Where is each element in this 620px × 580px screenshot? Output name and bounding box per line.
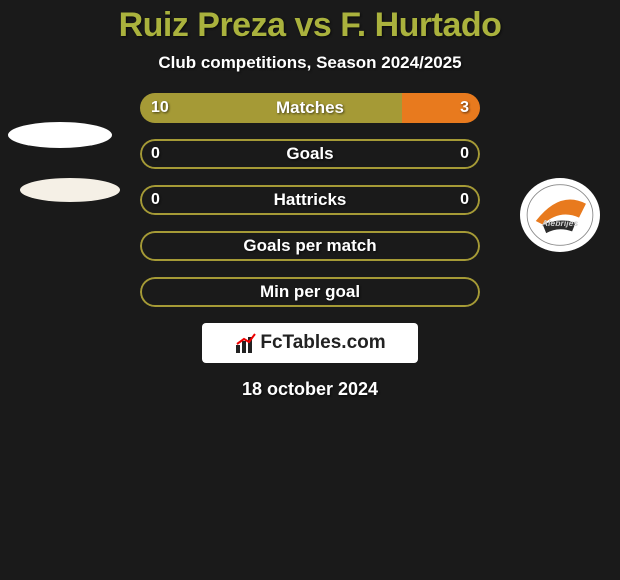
fctables-brand: FcTables.com: [202, 323, 418, 363]
stat-row: Min per goal: [0, 277, 620, 307]
comparison-page: Ruiz Preza vs F. Hurtado Club competitio…: [0, 0, 620, 580]
stat-row: Goals per match: [0, 231, 620, 261]
stat-value-right: 0: [460, 185, 469, 215]
stat-label: Goals per match: [140, 231, 480, 261]
stat-row: Matches10 3: [0, 93, 620, 123]
stat-value-left: 0: [151, 139, 160, 169]
footer-date: 18 october 2024: [0, 379, 620, 400]
stat-value-left: 10: [151, 93, 169, 123]
stat-value-right: 0: [460, 139, 469, 169]
stat-row: Goals0 0: [0, 139, 620, 169]
fctables-label: FcTables.com: [260, 332, 385, 354]
page-subtitle: Club competitions, Season 2024/2025: [0, 53, 620, 73]
stat-value-left: 0: [151, 185, 160, 215]
svg-text:Alebrijes: Alebrijes: [541, 218, 579, 228]
stat-row: Hattricks0 0: [0, 185, 620, 215]
stat-label: Goals: [140, 139, 480, 169]
page-title: Ruiz Preza vs F. Hurtado: [0, 6, 620, 45]
stat-label: Min per goal: [140, 277, 480, 307]
stat-value-right: 3: [460, 93, 469, 123]
stat-label: Hattricks: [140, 185, 480, 215]
fctables-icon: [234, 331, 258, 355]
stat-label: Matches: [140, 93, 480, 123]
